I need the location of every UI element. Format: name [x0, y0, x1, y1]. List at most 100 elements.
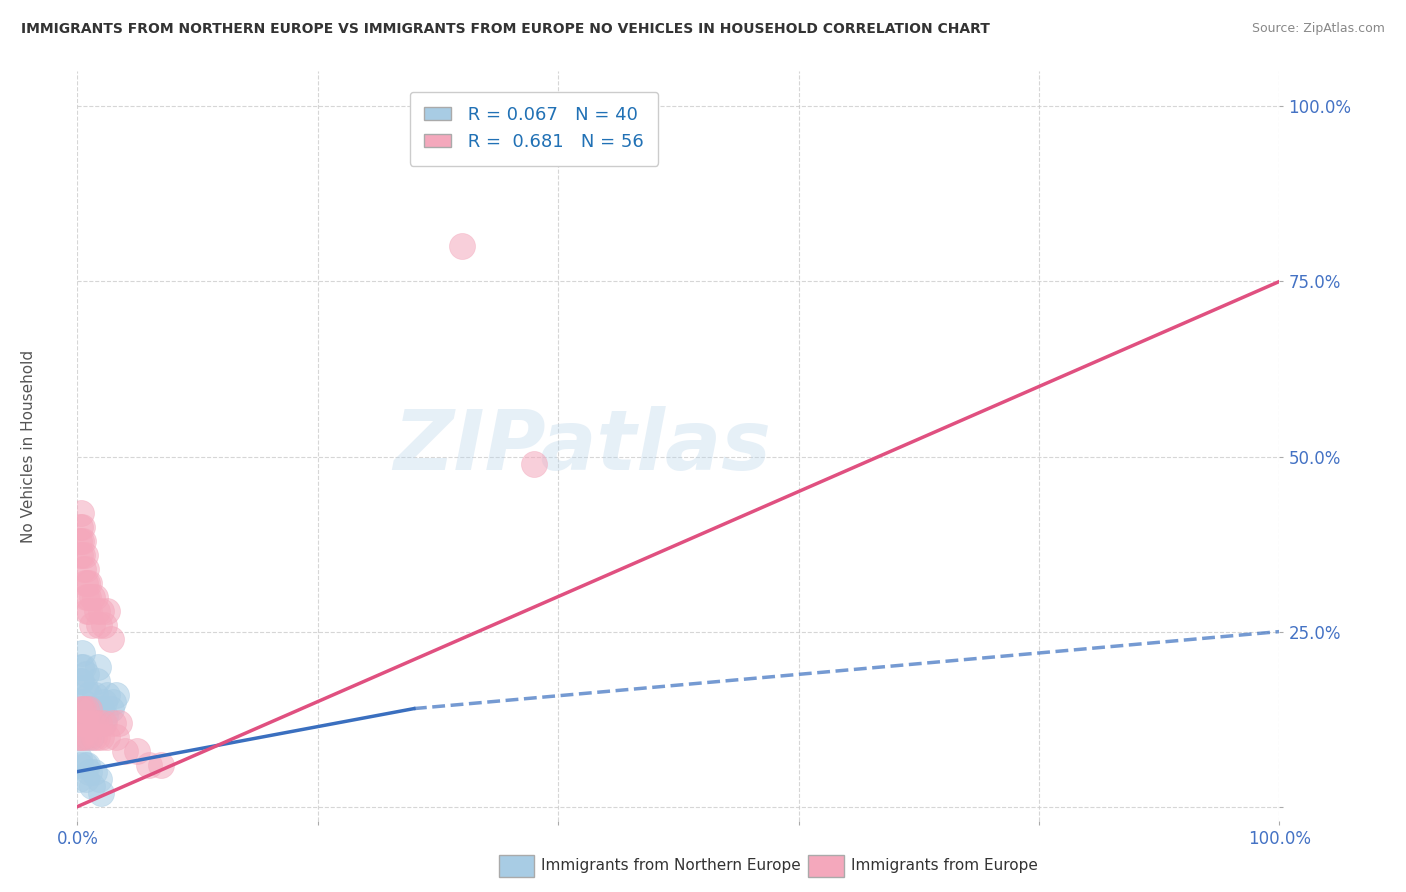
Point	[83, 701, 105, 715]
Point	[93, 695, 115, 709]
Point	[79, 730, 101, 744]
Point	[70, 659, 93, 673]
Point	[70, 730, 93, 744]
Point	[104, 688, 127, 702]
Point	[67, 730, 90, 744]
Point	[76, 715, 98, 730]
Point	[83, 730, 105, 744]
Point	[84, 590, 107, 604]
Point	[103, 695, 125, 709]
Point	[91, 715, 114, 730]
Point	[73, 715, 96, 730]
Point	[79, 715, 101, 730]
Point	[94, 708, 117, 723]
Text: Source: ZipAtlas.com: Source: ZipAtlas.com	[1251, 22, 1385, 36]
Point	[90, 786, 112, 800]
Point	[83, 764, 105, 779]
Point	[77, 730, 100, 744]
Point	[72, 561, 94, 575]
Point	[100, 701, 122, 715]
Point	[86, 673, 108, 688]
Point	[76, 575, 98, 590]
Point	[108, 715, 131, 730]
Point	[114, 743, 136, 757]
Point	[72, 701, 94, 715]
Point	[75, 772, 97, 786]
Point	[70, 519, 93, 533]
Point	[84, 715, 107, 730]
Point	[127, 743, 149, 757]
Point	[72, 659, 94, 673]
Point	[72, 695, 94, 709]
Point	[76, 757, 98, 772]
Point	[104, 730, 127, 744]
Point	[75, 666, 97, 681]
Point	[86, 603, 108, 617]
Point	[80, 701, 103, 715]
Point	[96, 730, 118, 744]
Point	[70, 646, 93, 660]
Point	[72, 715, 94, 730]
Point	[67, 533, 90, 548]
Point	[73, 548, 96, 562]
Point	[70, 701, 93, 715]
Point	[90, 603, 112, 617]
Point	[80, 617, 103, 632]
Point	[70, 548, 93, 562]
Point	[100, 632, 122, 646]
Point	[72, 533, 94, 548]
Point	[87, 659, 110, 673]
Point	[70, 715, 93, 730]
Point	[96, 688, 118, 702]
Point	[73, 681, 96, 695]
Point	[75, 590, 97, 604]
Text: ZIPatlas: ZIPatlas	[394, 406, 770, 486]
Point	[70, 533, 93, 548]
Text: Immigrants from Europe: Immigrants from Europe	[851, 858, 1038, 872]
Point	[79, 688, 101, 702]
Point	[73, 730, 96, 744]
Point	[96, 603, 118, 617]
Point	[80, 779, 103, 793]
Point	[76, 715, 98, 730]
Point	[103, 715, 125, 730]
Point	[84, 688, 107, 702]
Point	[86, 730, 108, 744]
Point	[90, 730, 112, 744]
Text: IMMIGRANTS FROM NORTHERN EUROPE VS IMMIGRANTS FROM EUROPE NO VEHICLES IN HOUSEHO: IMMIGRANTS FROM NORTHERN EUROPE VS IMMIG…	[21, 22, 990, 37]
Point	[87, 617, 110, 632]
Point	[69, 548, 91, 562]
Point	[138, 757, 160, 772]
Legend:  R = 0.067   N = 40,  R =  0.681   N = 56: R = 0.067 N = 40, R = 0.681 N = 56	[411, 92, 658, 166]
Point	[87, 772, 110, 786]
Point	[69, 715, 91, 730]
Point	[87, 715, 110, 730]
Point	[67, 750, 90, 764]
Text: Immigrants from Northern Europe: Immigrants from Northern Europe	[541, 858, 801, 872]
Point	[76, 603, 98, 617]
Point	[90, 701, 112, 715]
Point	[73, 575, 96, 590]
Text: No Vehicles in Household: No Vehicles in Household	[21, 350, 35, 542]
Point	[79, 575, 101, 590]
Point	[79, 701, 101, 715]
Point	[77, 701, 100, 715]
Point	[73, 757, 96, 772]
Point	[69, 519, 91, 533]
Point	[150, 757, 173, 772]
Point	[93, 617, 115, 632]
Point	[523, 457, 546, 471]
Point	[70, 673, 93, 688]
Point	[80, 715, 103, 730]
Point	[67, 730, 90, 744]
Point	[451, 239, 474, 253]
Point	[67, 772, 90, 786]
Point	[93, 715, 115, 730]
Point	[79, 764, 101, 779]
Point	[77, 590, 100, 604]
Point	[69, 757, 91, 772]
Point	[70, 506, 93, 520]
Point	[75, 561, 97, 575]
Point	[72, 730, 94, 744]
Point	[79, 603, 101, 617]
